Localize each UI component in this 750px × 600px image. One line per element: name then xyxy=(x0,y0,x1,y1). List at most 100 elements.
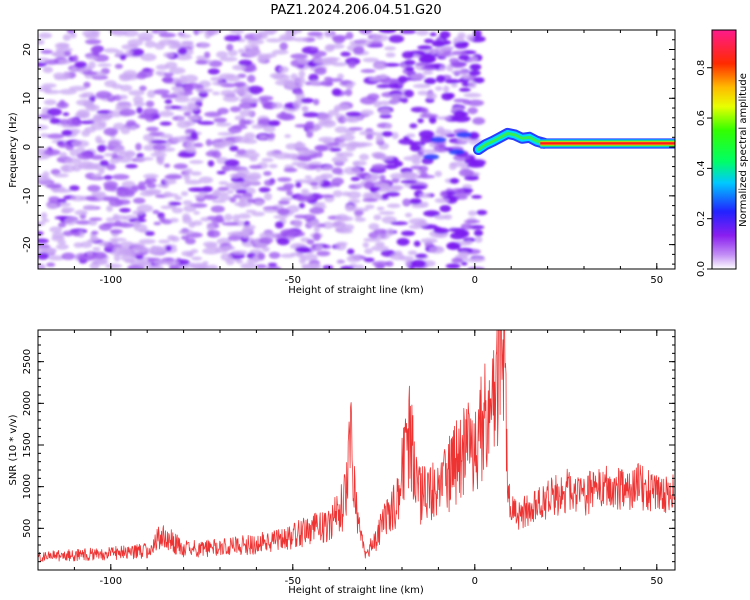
noise-blob xyxy=(439,65,446,72)
noise-blob xyxy=(90,46,103,54)
noise-blob xyxy=(162,76,174,84)
noise-blob xyxy=(62,72,71,80)
noise-blob xyxy=(335,152,344,157)
noise-blob xyxy=(367,93,380,101)
noise-blob xyxy=(61,129,73,136)
noise-blob xyxy=(446,64,454,72)
noise-blob xyxy=(38,252,49,260)
noise-blob xyxy=(462,99,471,105)
noise-blob xyxy=(144,180,152,185)
noise-blob xyxy=(323,139,331,145)
noise-blob xyxy=(378,30,397,34)
noise-blob xyxy=(51,51,67,57)
noise-blob xyxy=(217,186,229,192)
noise-blob xyxy=(405,66,415,72)
noise-blob xyxy=(58,59,72,65)
noise-blob xyxy=(153,89,170,95)
noise-blob xyxy=(165,61,178,69)
noise-blob xyxy=(331,167,343,175)
noise-blob xyxy=(163,191,173,198)
noise-blob xyxy=(96,259,109,264)
noise-blob xyxy=(241,228,250,237)
noise-blob xyxy=(84,32,100,40)
noise-blob xyxy=(413,83,431,89)
noise-blob xyxy=(190,131,198,140)
noise-blob xyxy=(410,259,427,268)
noise-blob xyxy=(269,102,284,109)
noise-blob xyxy=(210,205,225,213)
noise-blob xyxy=(458,251,470,258)
noise-blob xyxy=(385,185,402,192)
noise-blob xyxy=(220,89,235,97)
noise-blob xyxy=(444,79,461,84)
noise-blob-strong xyxy=(430,136,447,143)
noise-blob xyxy=(314,144,329,152)
noise-blob xyxy=(346,255,362,263)
noise-blob xyxy=(84,126,96,133)
noise-blob xyxy=(41,83,57,88)
noise-blob xyxy=(247,85,264,94)
noise-blob xyxy=(76,99,93,106)
noise-blob xyxy=(125,50,134,56)
noise-blob xyxy=(401,230,415,236)
noise-blob xyxy=(121,180,136,189)
noise-blob xyxy=(113,253,121,262)
noise-blob xyxy=(97,144,107,153)
noise-blob xyxy=(376,84,392,89)
noise-blob xyxy=(322,221,334,229)
noise-blob xyxy=(133,197,146,204)
noise-blob xyxy=(286,205,300,213)
noise-blob xyxy=(120,126,131,135)
noise-blob xyxy=(182,216,193,224)
noise-blob xyxy=(402,198,411,207)
noise-blob xyxy=(337,259,344,265)
noise-blob xyxy=(385,52,396,58)
noise-blob xyxy=(448,227,466,232)
noise-blob xyxy=(423,210,440,217)
x-tick-label: -50 xyxy=(285,275,301,286)
noise-blob xyxy=(247,237,254,242)
noise-blob xyxy=(74,209,88,216)
noise-blob xyxy=(245,48,262,57)
noise-blob xyxy=(112,213,120,221)
noise-blob xyxy=(217,132,236,136)
noise-blob xyxy=(213,117,227,123)
noise-blob xyxy=(215,122,232,127)
noise-blob xyxy=(461,261,468,266)
noise-blob xyxy=(79,120,95,125)
noise-blob xyxy=(219,56,238,62)
x-tick-label: -100 xyxy=(99,275,122,286)
noise-blob xyxy=(266,266,282,269)
noise-blob xyxy=(212,150,222,159)
noise-blob xyxy=(146,246,165,255)
noise-blob xyxy=(285,30,296,37)
noise-blob xyxy=(268,164,278,169)
noise-blob xyxy=(177,116,185,121)
noise-blob xyxy=(263,179,275,187)
noise-blob xyxy=(103,153,115,157)
noise-blob xyxy=(137,114,154,120)
spectrogram-marks xyxy=(38,30,675,269)
noise-blob xyxy=(424,77,437,85)
noise-blob xyxy=(77,255,95,262)
noise-blob xyxy=(201,186,213,193)
noise-blob xyxy=(164,163,171,168)
noise-blob xyxy=(433,144,447,153)
noise-blobs xyxy=(38,30,488,269)
noise-blob xyxy=(272,49,289,55)
noise-blob xyxy=(116,188,124,195)
noise-blob xyxy=(84,162,100,170)
noise-blob xyxy=(309,181,319,186)
noise-blob xyxy=(394,160,403,167)
noise-blob xyxy=(409,144,422,152)
noise-blob xyxy=(302,105,309,114)
noise-blob xyxy=(467,99,485,107)
noise-blob xyxy=(272,74,290,81)
y-tick-label: 1500 xyxy=(22,432,33,457)
noise-blob xyxy=(91,230,99,235)
noise-blob xyxy=(70,67,78,73)
noise-blob xyxy=(417,90,429,96)
noise-blob xyxy=(462,74,471,80)
noise-blob xyxy=(106,163,116,171)
noise-blob xyxy=(243,179,260,185)
